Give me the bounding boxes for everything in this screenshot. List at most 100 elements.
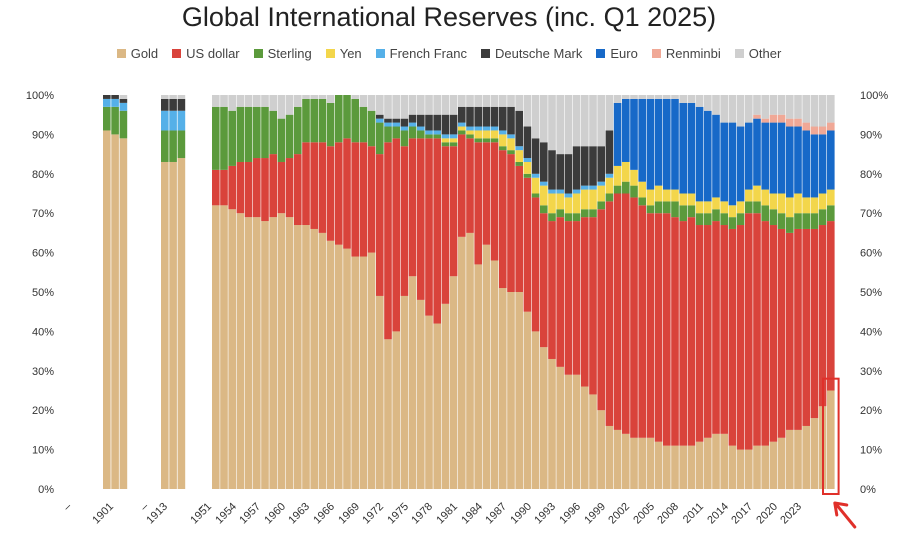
bar-segment-yen-2022 [802, 197, 810, 214]
bar-segment-sterling-1985 [499, 146, 507, 151]
bar-segment-gold-1981 [466, 232, 474, 489]
bar-segment-euro-2020 [786, 126, 794, 198]
bar-segment-sterling-1975 [417, 130, 425, 139]
bar-segment-deutsche-mark-1975 [417, 114, 425, 127]
bar-segment-sterling-1996 [589, 209, 597, 218]
bar-segment-french-franc-1986 [507, 134, 515, 139]
bar-segment-us-dollar-1972 [392, 138, 400, 332]
bar-segment-other-2001 [630, 95, 638, 99]
bar-segment-yen-1993 [564, 197, 573, 214]
bar-segment-gold-2012 [720, 433, 728, 489]
bar-segment-deutsche-mark-1912 [169, 98, 177, 111]
bar-segment-euro-2022 [802, 130, 810, 198]
bar-segment-us-dollar-2016 [753, 213, 761, 446]
bar-segment-french-franc-1998 [605, 173, 614, 178]
bar-segment-renminbi-2019 [777, 114, 786, 123]
x-tick-label: 1954 [213, 501, 239, 527]
bar-segment-gold-1992 [556, 366, 564, 489]
bar-segment-yen-2013 [728, 205, 737, 218]
bar-segment-other-2021 [794, 95, 802, 119]
x-tick-label: 1913 [144, 501, 170, 527]
bar-segment-sterling-2017 [761, 205, 769, 222]
bar-segment-us-dollar-1986 [507, 154, 515, 292]
bar-segment-deutsche-mark-1997 [597, 146, 605, 182]
bar-segment-other-2010 [704, 95, 712, 111]
bar-segment-us-dollar-2001 [630, 197, 638, 438]
bar-segment-yen-2025 [827, 189, 835, 206]
bar-segment-other-2006 [671, 95, 679, 99]
y-tick-left: 30% [32, 366, 54, 378]
bar-segment-other-1972 [392, 95, 400, 119]
bar-segment-gold-2008 [687, 445, 696, 489]
legend-label: Renminbi [665, 46, 721, 61]
legend: Gold US dollar Sterling Yen French Franc Deut… [0, 46, 898, 61]
bar-segment-yen-2015 [745, 189, 753, 202]
bar-segment-sterling-2013 [728, 217, 737, 229]
bar-segment-yen-2011 [712, 197, 720, 210]
bar-segment-other-2024 [818, 95, 827, 127]
bar-segment-sterling-2018 [769, 209, 778, 226]
bar-segment-french-franc-1900 [111, 98, 119, 107]
bar-segment-sterling-1988 [523, 173, 532, 178]
bar-segment-other-1953 [236, 95, 245, 107]
bar-segment-sterling-1900 [111, 106, 119, 135]
bar-segment-french-franc-1911 [161, 110, 169, 131]
bar-segment-gold-1912 [169, 161, 177, 490]
bar-segment-us-dollar-2012 [720, 225, 728, 434]
bar-segment-deutsche-mark-1977 [433, 114, 441, 131]
bar-segment-gold-1961 [302, 225, 310, 489]
bar-segment-yen-1985 [499, 134, 507, 147]
bar-segment-gold-1989 [531, 331, 540, 489]
bar-segment-euro-2012 [720, 122, 728, 202]
bar-segment-renminbi-2022 [802, 122, 810, 131]
bar-segment-yen-1986 [507, 138, 515, 151]
bar-segment-sterling-1986 [507, 150, 515, 155]
bar-segment-euro-2023 [810, 134, 819, 198]
bar-segment-us-dollar-1988 [523, 177, 532, 312]
x-tick-label: 1901 [90, 501, 116, 527]
bar-segment-yen-2009 [695, 201, 704, 214]
bar-segment-sterling-1983 [482, 138, 491, 143]
bar-segment-yen-2007 [679, 193, 687, 206]
bar-segment-other-2000 [622, 95, 630, 99]
legend-label: Gold [130, 46, 159, 61]
bar-segment-us-dollar-1960 [294, 154, 302, 226]
legend-swatch [651, 49, 661, 58]
bar-segment-gold-1911 [161, 161, 169, 490]
bar-segment-us-dollar-2018 [769, 225, 778, 442]
bar-segment-other-1978 [441, 95, 450, 115]
legend-label: Other [748, 46, 782, 61]
bar-segment-euro-2006 [671, 98, 679, 190]
bar-segment-yen-1987 [515, 150, 523, 162]
bar-segment-us-dollar-1993 [564, 221, 573, 375]
bar-segment-sterling-1994 [572, 213, 581, 222]
bar-segment-us-dollar-1978 [441, 146, 450, 304]
bar-segment-gold-2002 [638, 437, 646, 489]
bar-segment-yen-1981 [466, 130, 474, 135]
bar-segment-sterling-1899 [103, 106, 111, 131]
bar-segment-other-1994 [572, 95, 581, 147]
bar-segment-gold-1991 [548, 358, 556, 489]
bar-segment-other-2013 [728, 95, 737, 123]
bar-segment-renminbi-2025 [827, 122, 835, 131]
bar-segment-french-franc-1985 [499, 130, 507, 135]
bar-segment-other-2004 [654, 95, 663, 99]
bar-segment-gold-1996 [589, 394, 597, 489]
bar-segment-us-dollar-1999 [613, 193, 622, 430]
bar-segment-gold-1972 [392, 331, 400, 489]
bar-segment-yen-2024 [818, 193, 827, 210]
bar-segment-other-1960 [294, 95, 302, 107]
bar-segment-us-dollar-1983 [482, 142, 491, 245]
bar-segment-other-1957 [269, 95, 277, 111]
bar-segment-sterling-1990 [540, 205, 548, 214]
bar-segment-french-franc-1996 [589, 185, 597, 190]
bar-segment-sterling-1997 [597, 201, 605, 210]
bar-segment-french-franc-1994 [572, 189, 581, 194]
bar-segment-other-1993 [564, 95, 573, 155]
bar-segment-sterling-2014 [736, 213, 745, 226]
bar-segment-sterling-1964 [326, 102, 335, 147]
bar-segment-us-dollar-2008 [687, 217, 696, 446]
bar-segment-sterling-1981 [466, 134, 474, 139]
chart-title: Global International Reserves (inc. Q1 2… [181, 2, 717, 32]
